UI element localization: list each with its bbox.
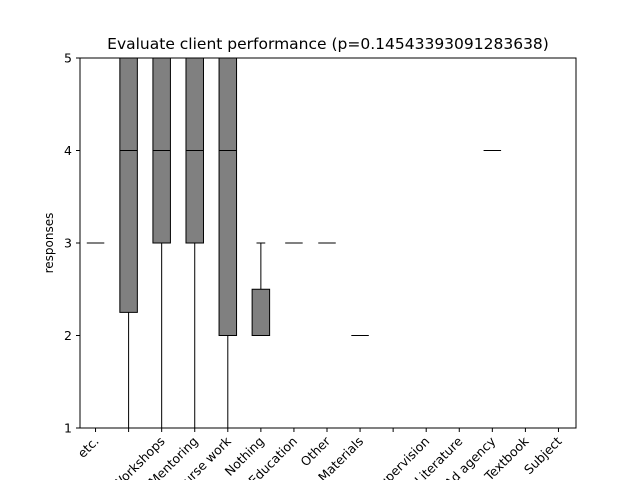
y-tick-label: 3 [64,236,72,251]
box-series-4 [218,57,238,429]
y-tick-label: 2 [64,328,72,343]
y-tick-label: 1 [64,421,72,436]
x-tick-label: etc. [74,434,101,461]
box-iqr [251,288,271,336]
chart-title: Evaluate client performance (p=0.1454339… [107,35,549,53]
box-iqr [119,57,138,313]
box-iqr [218,57,238,336]
y-tick-label: 4 [64,143,72,158]
box-series-2 [152,57,171,429]
box-series-5 [251,242,271,336]
y-axis-label: responses [42,213,56,274]
box-series-3 [185,57,204,429]
y-tick-label: 5 [64,51,72,66]
x-tick-label: Subject [521,433,565,477]
plot-area [86,57,568,429]
box-series-1 [119,57,138,429]
y-axis: 1 2 3 4 5 [64,51,80,436]
